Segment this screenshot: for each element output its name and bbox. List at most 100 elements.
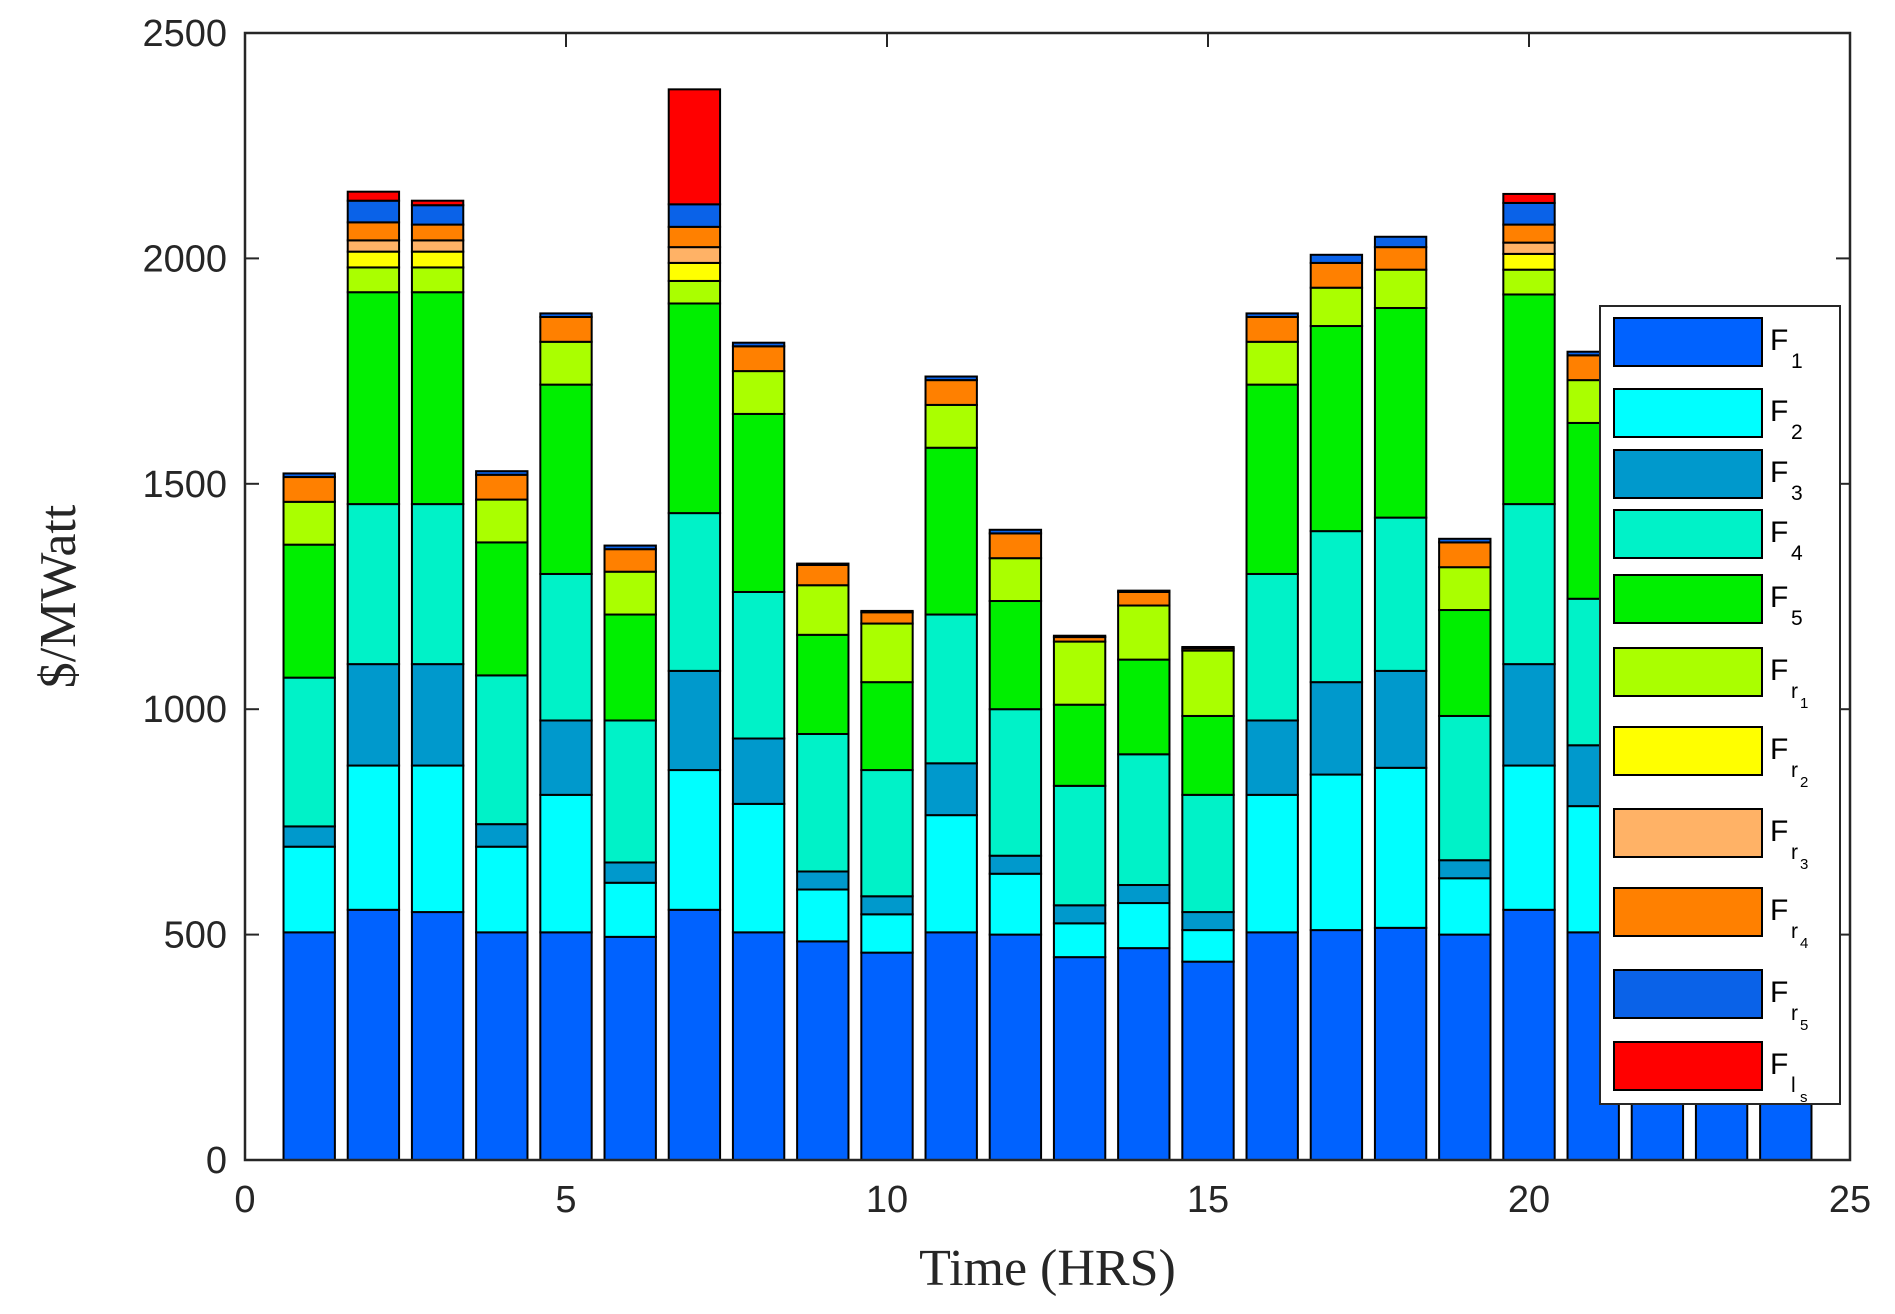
legend-label-sub: 4 [1791, 542, 1803, 565]
bar-segment-f3 [1052, 904, 1107, 925]
bar-segment-fr1 [346, 266, 401, 294]
bar-segment-fr4 [988, 532, 1043, 560]
bar-segment-f2 [924, 814, 978, 934]
bar-stack-hour-7 [667, 88, 722, 1162]
x-tick-label: 10 [866, 1179, 908, 1221]
bar-segment-f2 [346, 764, 401, 911]
legend-label: F [1770, 395, 1788, 428]
bar-segment-f2 [539, 793, 593, 934]
bar-segment-f5 [1438, 609, 1492, 717]
bar-segment-f4 [796, 732, 850, 873]
bar-segment-f2 [603, 881, 657, 938]
bar-segment-f5 [282, 543, 336, 679]
bar-segment-f4 [1438, 714, 1492, 862]
bar-segment-f1 [282, 931, 336, 1162]
bar-segment-fr1 [410, 266, 465, 294]
bar-segment-fr5 [988, 528, 1043, 535]
bar-stack-hour-2 [346, 190, 401, 1162]
bar-segment-fr5 [1309, 253, 1364, 264]
bar-segment-f2 [1502, 764, 1556, 911]
legend-swatch [1613, 647, 1763, 697]
legend-entry-f3: F3 [1613, 449, 1803, 505]
bar-stack-hour-10 [860, 609, 914, 1162]
bar-segment-fr1 [539, 340, 593, 386]
legend-label-subsub: 4 [1800, 935, 1808, 952]
bar-segment-fr5 [603, 544, 657, 551]
legend-label-sub: r [1791, 841, 1798, 864]
bar-segment-fr1 [924, 403, 978, 449]
legend-entry-f1: F1 [1613, 317, 1803, 373]
bar-segment-f1 [988, 933, 1043, 1161]
bar-stack-hour-17 [1309, 253, 1364, 1161]
bar-segment-f5 [667, 302, 722, 515]
bar-segment-fr2 [410, 250, 465, 269]
bar-segment-fls [410, 199, 465, 207]
bar-segment-f3 [860, 895, 914, 916]
bar-segment-f1 [667, 908, 722, 1162]
bar-segment-fr1 [796, 584, 850, 636]
bar-segment-fr4 [282, 476, 336, 503]
legend-entry-fr5: Fr5 [1613, 969, 1808, 1034]
bar-segment-f3 [1245, 719, 1299, 796]
bar-segment-f4 [924, 613, 978, 765]
y-tick-label: 1000 [142, 689, 227, 731]
bar-segment-fr1 [988, 557, 1043, 603]
bar-segment-fr4 [1309, 261, 1364, 289]
bar-segment-f3 [282, 825, 336, 848]
x-tick-label: 15 [1187, 1179, 1229, 1221]
bar-segment-f1 [1373, 926, 1428, 1162]
legend-label: F [1770, 516, 1788, 549]
legend-label-sub: r [1791, 759, 1798, 782]
legend-label-subsub: 5 [1800, 1017, 1808, 1034]
bar-segment-fr5 [731, 341, 786, 348]
legend-label-sub: r [1791, 920, 1798, 943]
legend-label: F [1770, 733, 1788, 766]
bar-segment-fr1 [603, 570, 657, 616]
bar-segment-f5 [475, 541, 529, 677]
bar-segment-f4 [603, 719, 657, 864]
bar-segment-fr1 [1309, 286, 1364, 328]
y-tick-label: 500 [164, 915, 227, 957]
bar-segment-f5 [860, 681, 914, 772]
bar-segment-f4 [410, 503, 465, 666]
bar-segment-f2 [475, 845, 529, 934]
y-tick-label: 1500 [142, 464, 227, 506]
bar-segment-f4 [1309, 530, 1364, 684]
bar-segment-fr3 [1502, 241, 1556, 255]
bar-segment-fr5 [282, 472, 336, 479]
bar-segment-f5 [1373, 306, 1428, 519]
bar-segment-f2 [410, 764, 465, 914]
plot-frame [243, 31, 1852, 1162]
bar-stack-hour-3 [410, 199, 465, 1161]
bar-segment-fr5 [860, 609, 914, 614]
bar-segment-f5 [346, 291, 401, 506]
legend-entry-fr4: Fr4 [1613, 887, 1808, 952]
bar-stack-hour-20 [1502, 192, 1556, 1162]
bar-segment-f2 [1181, 929, 1235, 963]
bar-segment-f3 [346, 663, 401, 767]
bar-segment-f4 [1502, 503, 1556, 666]
bar-segment-f5 [1309, 325, 1364, 533]
bar-segment-fls [346, 190, 401, 202]
legend-label-subsub: 1 [1800, 695, 1808, 712]
bar-segment-f3 [667, 669, 722, 772]
legend-label-subsub: 2 [1800, 774, 1808, 791]
x-tick-label: 0 [234, 1179, 255, 1221]
bar-segment-fr1 [1438, 566, 1492, 612]
bar-segment-f3 [924, 762, 978, 817]
bar-segment-f3 [539, 719, 593, 796]
legend-label: F [1770, 1048, 1788, 1081]
bar-segment-f2 [988, 872, 1043, 936]
legend-label: F [1770, 894, 1788, 927]
bar-segment-fr4 [1117, 590, 1171, 607]
bar-segment-f2 [1117, 902, 1171, 950]
bar-segment-f4 [1245, 572, 1299, 722]
bar-segment-f4 [1181, 793, 1235, 914]
legend-swatch [1613, 388, 1763, 438]
bar-segment-fr3 [410, 239, 465, 253]
bar-segment-fr5 [1438, 537, 1492, 544]
bar-segment-f1 [924, 931, 978, 1162]
legend-label: F [1770, 581, 1788, 614]
bar-segment-f1 [1052, 956, 1107, 1162]
